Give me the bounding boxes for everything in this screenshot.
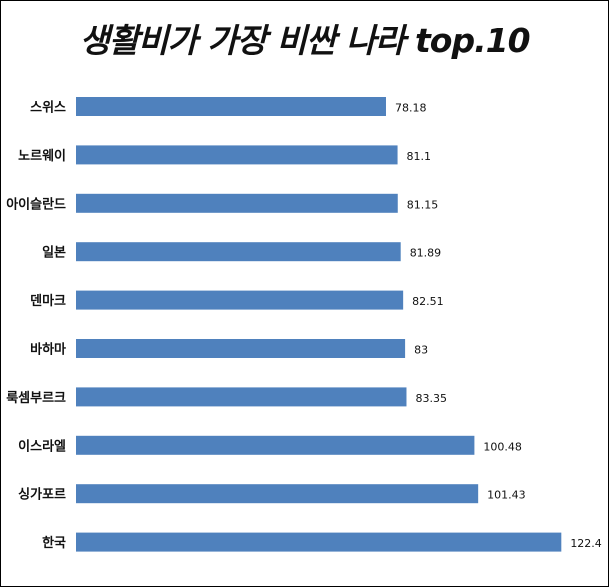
category-label: 이스라엘 xyxy=(18,438,66,454)
bar xyxy=(76,290,404,310)
value-label: 78.18 xyxy=(395,102,427,115)
category-label: 한국 xyxy=(42,535,66,551)
value-label: 83.35 xyxy=(415,392,447,405)
value-label: 101.43 xyxy=(487,489,525,502)
category-label: 바하마 xyxy=(30,342,66,358)
bar xyxy=(76,435,475,455)
bar xyxy=(76,339,406,358)
value-label: 100.48 xyxy=(483,440,522,453)
bar xyxy=(76,193,398,213)
value-label: 82.51 xyxy=(412,295,444,308)
value-label: 81.89 xyxy=(410,247,442,260)
value-label: 83 xyxy=(414,344,428,357)
bar xyxy=(76,532,562,552)
category-label: 덴마크 xyxy=(30,293,66,309)
bar xyxy=(76,242,401,262)
category-label: 룩셈부르크 xyxy=(6,391,66,406)
category-label: 일본 xyxy=(42,246,66,261)
bar xyxy=(76,97,386,116)
value-label: 81.15 xyxy=(407,198,439,211)
category-label: 스위스 xyxy=(30,101,66,116)
bar xyxy=(76,387,407,407)
value-label: 122.4 xyxy=(570,537,602,550)
category-label: 싱가포르 xyxy=(18,488,66,503)
bar xyxy=(76,484,479,504)
value-label: 81.1 xyxy=(407,150,432,163)
category-label: 아이슬란드 xyxy=(6,196,66,212)
category-label: 노르웨이 xyxy=(18,148,66,164)
bar xyxy=(76,145,398,165)
chart-title: 생활비가 가장 비싼 나라 top.10 xyxy=(79,21,530,60)
